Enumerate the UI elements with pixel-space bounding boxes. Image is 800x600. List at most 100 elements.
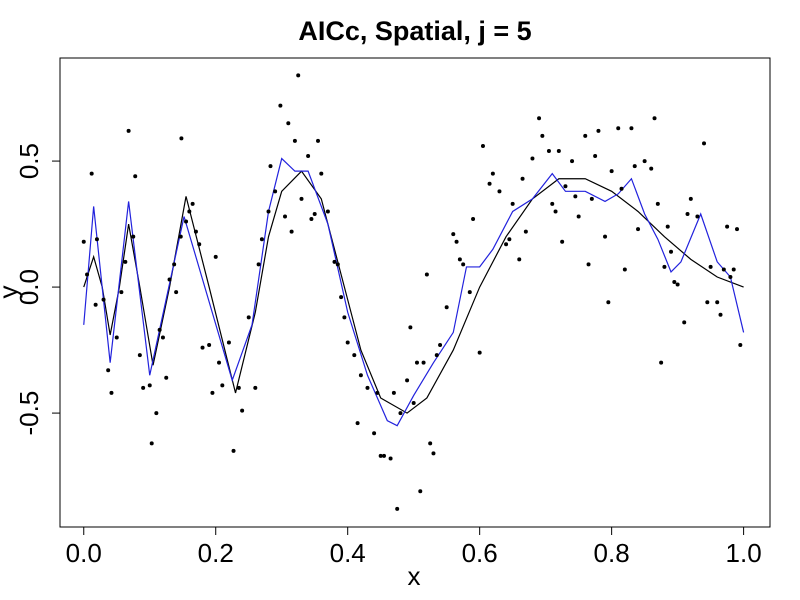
data-point [490, 171, 495, 176]
data-point [510, 201, 515, 206]
data-point [688, 196, 693, 201]
data-point [593, 154, 598, 159]
data-point [731, 267, 736, 272]
data-point [418, 489, 423, 494]
data-point [738, 343, 743, 348]
data-point [119, 290, 124, 295]
data-point [316, 138, 321, 143]
data-point [187, 209, 192, 214]
data-point [236, 385, 241, 390]
data-point [296, 73, 301, 78]
x-tick-label: 0.6 [462, 538, 498, 568]
data-point [133, 174, 138, 179]
data-point [292, 138, 297, 143]
data-point [408, 325, 413, 330]
y-tick-label: -0.5 [14, 391, 44, 436]
data-point [576, 214, 581, 219]
data-point [672, 280, 677, 285]
x-tick-label: 0.8 [594, 538, 630, 568]
data-point [157, 327, 162, 332]
data-point [160, 335, 165, 340]
data-point [149, 441, 154, 446]
data-point [675, 282, 680, 287]
data-point [507, 237, 512, 242]
x-tick-label: 0.0 [66, 538, 102, 568]
data-point [365, 385, 370, 390]
data-point [126, 128, 131, 133]
data-point [141, 385, 146, 390]
data-point [286, 121, 291, 126]
data-point [93, 302, 98, 307]
data-point [220, 383, 225, 388]
data-point [278, 103, 283, 108]
data-point [197, 242, 202, 247]
data-point [629, 126, 634, 131]
data-point [342, 315, 347, 320]
data-point [649, 166, 654, 171]
data-point [665, 224, 670, 229]
data-point [553, 209, 558, 214]
data-point [477, 350, 482, 355]
data-point [391, 390, 396, 395]
data-point [424, 272, 429, 277]
data-point [708, 264, 713, 269]
data-point [467, 290, 472, 295]
data-point [556, 148, 561, 153]
data-point [405, 378, 410, 383]
data-point [179, 136, 184, 141]
data-point [540, 133, 545, 138]
data-point [461, 262, 466, 267]
data-point [147, 383, 152, 388]
data-point [309, 217, 314, 222]
data-point [210, 390, 215, 395]
data-point [352, 353, 357, 358]
data-point [375, 390, 380, 395]
data-point [114, 335, 119, 340]
data-point [355, 421, 360, 426]
data-point [109, 390, 114, 395]
x-axis-label: x [408, 561, 421, 591]
chart-title: AICc, Spatial, j = 5 [298, 16, 531, 46]
data-point [609, 169, 614, 174]
data-point [246, 315, 251, 320]
data-point [632, 164, 637, 169]
data-point [213, 254, 218, 259]
data-point [345, 340, 350, 345]
data-point [705, 300, 710, 305]
y-axis-label: y [0, 286, 23, 299]
data-point [546, 148, 551, 153]
data-point [606, 300, 611, 305]
data-point [454, 239, 459, 244]
y-tick-label: 0.0 [14, 269, 44, 305]
data-point [94, 237, 99, 242]
data-point [339, 295, 344, 300]
data-point [253, 385, 258, 390]
data-point [702, 141, 707, 146]
data-point [268, 164, 273, 169]
data-point [172, 262, 177, 267]
data-point [395, 506, 400, 511]
data-point [306, 154, 311, 159]
data-point [325, 209, 330, 214]
data-point [451, 232, 456, 237]
data-point [438, 343, 443, 348]
x-tick-label: 1.0 [726, 538, 762, 568]
data-point [381, 453, 386, 458]
data-point [259, 237, 264, 242]
data-point [273, 189, 278, 194]
data-point [586, 262, 591, 267]
data-point [550, 201, 555, 206]
data-point [335, 262, 340, 267]
data-point [312, 211, 317, 216]
data-point [414, 360, 419, 365]
data-point [715, 300, 720, 305]
data-point [101, 297, 106, 302]
data-point [411, 401, 416, 406]
data-point [669, 249, 674, 254]
data-point [164, 375, 169, 380]
data-point [299, 196, 304, 201]
data-point [504, 242, 509, 247]
data-point [695, 214, 700, 219]
data-point [619, 186, 624, 191]
